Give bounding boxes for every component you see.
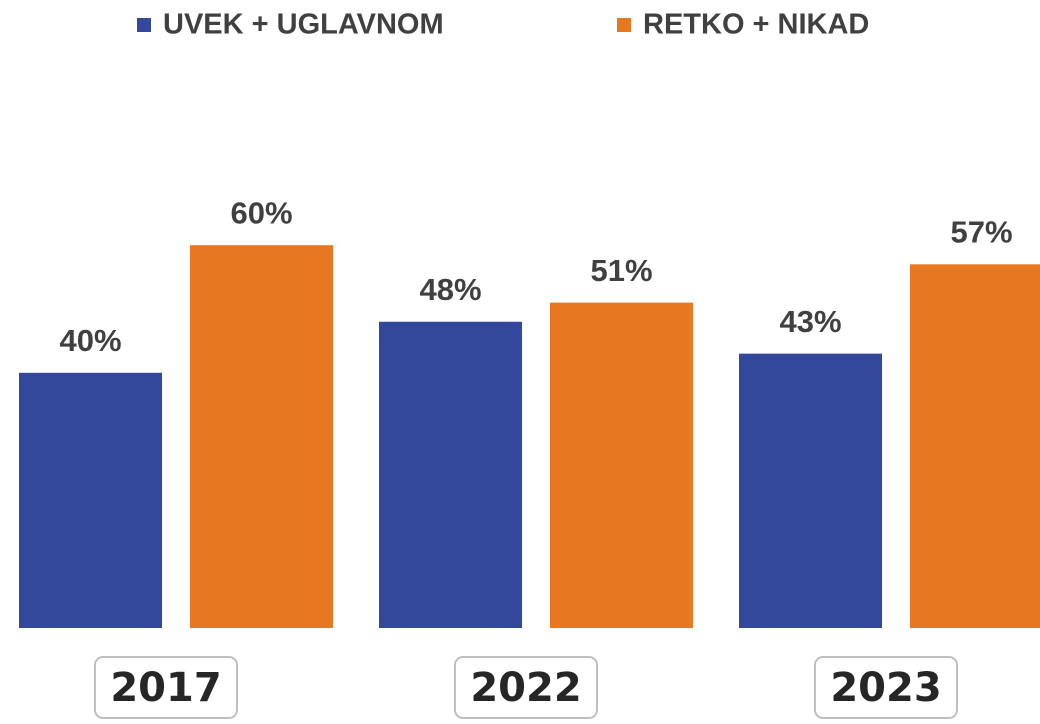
- category-box: [454, 656, 598, 719]
- legend-swatch: [137, 18, 151, 32]
- bar: [739, 353, 882, 628]
- value-label: 51%: [590, 253, 652, 288]
- bar: [910, 264, 1040, 628]
- bar: [550, 302, 693, 628]
- legend-label: RETKO + NIKAD: [643, 9, 869, 41]
- value-label: 57%: [950, 215, 1012, 250]
- category-box: [814, 656, 958, 719]
- x-tick-label: 2022: [470, 665, 581, 711]
- value-label: 40%: [59, 323, 121, 358]
- value-label: 48%: [419, 272, 481, 307]
- bar: [190, 245, 333, 628]
- value-label: 60%: [230, 195, 292, 230]
- legend-label: UVEK + UGLAVNOM: [163, 9, 444, 41]
- x-tick-label: 2017: [110, 665, 221, 711]
- x-tick-label: 2023: [830, 665, 941, 711]
- category-box: [94, 656, 238, 719]
- bar: [19, 372, 162, 628]
- bar: [379, 321, 522, 628]
- value-label: 43%: [779, 304, 841, 339]
- legend-swatch: [617, 18, 631, 32]
